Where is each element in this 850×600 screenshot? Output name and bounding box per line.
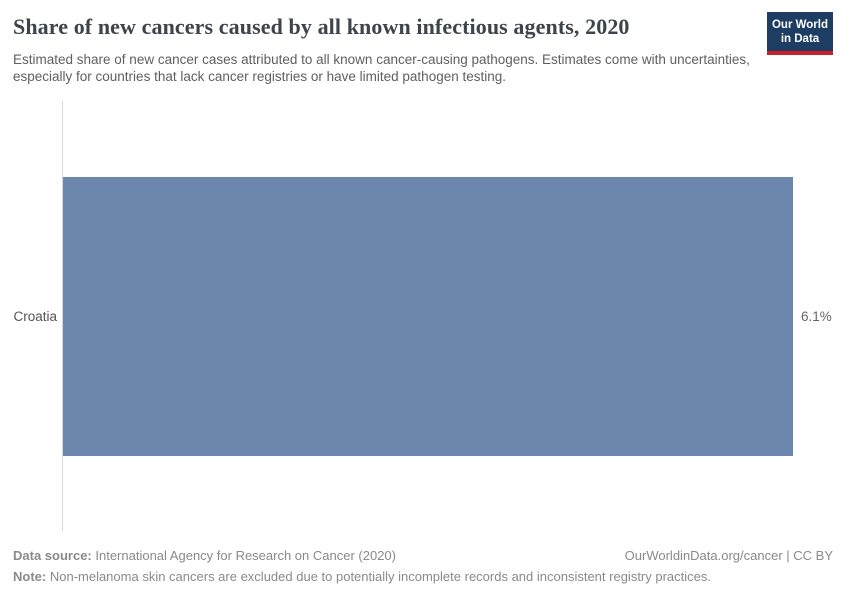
bar-value-label: 6.1% bbox=[801, 309, 832, 324]
chart-title: Share of new cancers caused by all known… bbox=[13, 14, 630, 39]
data-source-value: International Agency for Research on Can… bbox=[91, 548, 396, 563]
data-source-label: Data source: bbox=[13, 548, 92, 563]
y-axis-line bbox=[62, 101, 63, 531]
data-source-text: Data source: International Agency for Re… bbox=[13, 548, 396, 564]
bar[interactable] bbox=[63, 177, 793, 456]
attribution-text: OurWorldinData.org/cancer | CC BY bbox=[624, 548, 833, 563]
entity-label-croatia: Croatia bbox=[13, 309, 57, 324]
owid-logo[interactable]: Our World in Data bbox=[767, 12, 833, 55]
note-label: Note: bbox=[13, 569, 47, 584]
owid-logo-line1: Our World bbox=[771, 19, 828, 31]
chart-subtitle: Estimated share of new cancer cases attr… bbox=[13, 52, 750, 84]
footer-note-line: Note: Non-melanoma skin cancers are excl… bbox=[13, 569, 833, 585]
plot-area bbox=[63, 177, 793, 456]
note-value: Non-melanoma skin cancers are excluded d… bbox=[46, 569, 711, 584]
footer-source-line: Data source: International Agency for Re… bbox=[13, 548, 833, 564]
owid-logo-line2: in Data bbox=[780, 33, 820, 45]
